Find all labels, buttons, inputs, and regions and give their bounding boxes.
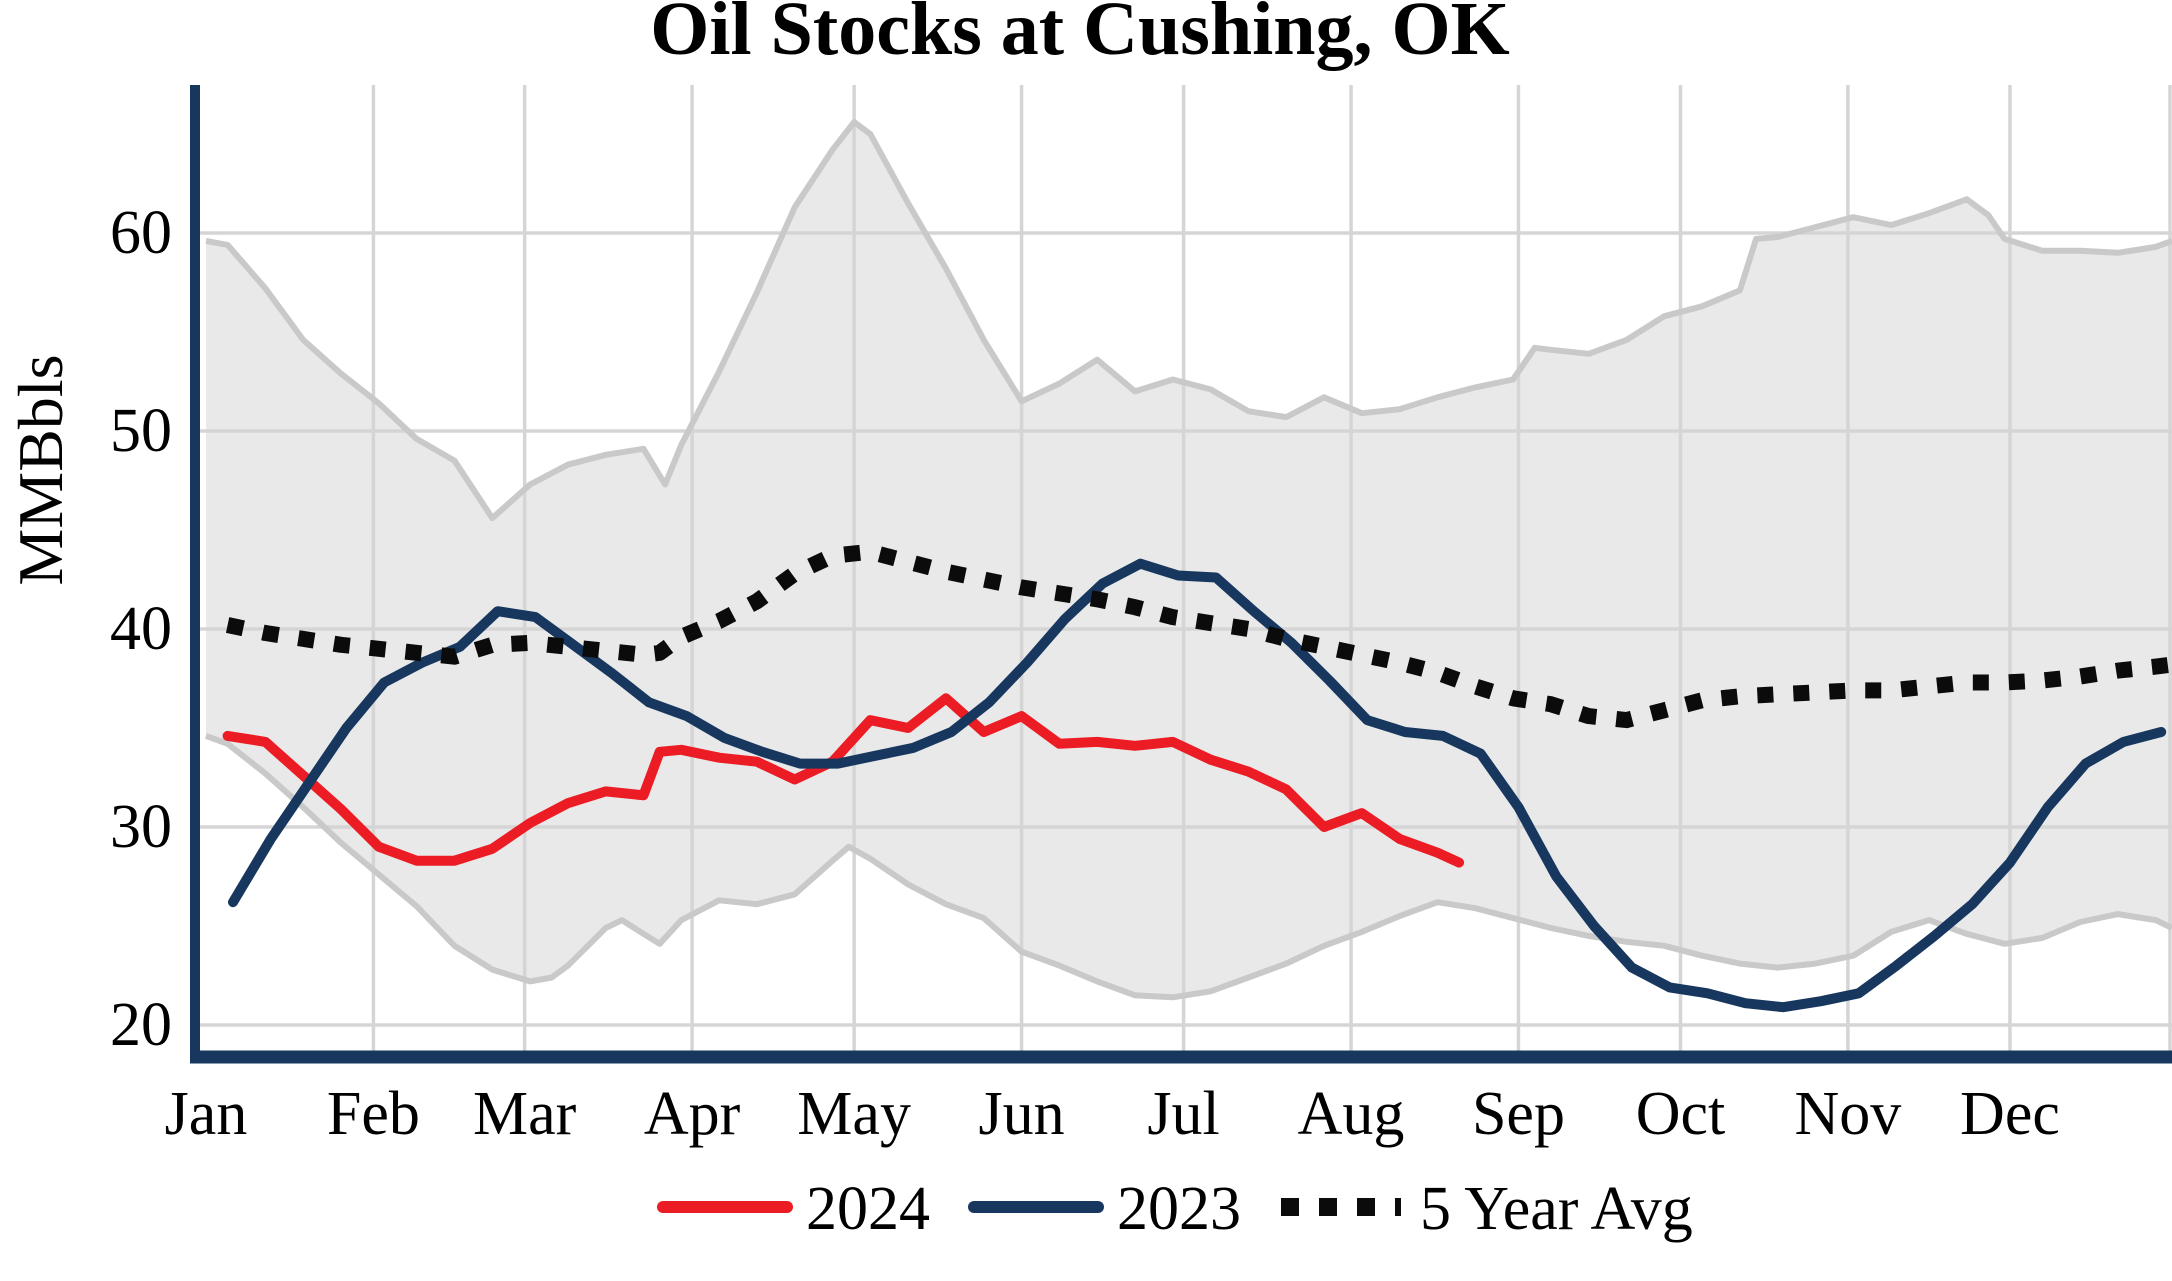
- y-tick-label-20: 20: [110, 991, 172, 1059]
- five-year-range-band: [206, 122, 2172, 998]
- x-tick-label-Feb: Feb: [327, 1080, 420, 1148]
- legend-label-2023: 2023: [1117, 1175, 1241, 1243]
- five-year-range-bottom-edge: [204, 733, 2172, 1001]
- series-line-2023: [228, 558, 2167, 1013]
- legend-label-2024: 2024: [806, 1175, 930, 1243]
- series-line-5-year-avg: [225, 543, 2172, 729]
- y-tick-label-50: 50: [110, 397, 172, 465]
- y-axis-label: MMBbls: [5, 354, 76, 585]
- y-tick-label-30: 30: [110, 793, 172, 861]
- chart-title: Oil Stocks at Cushing, OK: [650, 0, 1509, 71]
- x-tick-label-May: May: [797, 1080, 911, 1148]
- legend: 2024 2023 5 Year Avg: [657, 1175, 1693, 1243]
- x-tick-label-Jul: Jul: [1147, 1080, 1219, 1148]
- five-year-range-band-edges: [204, 119, 2172, 1001]
- y-tick-label-60: 60: [110, 199, 172, 267]
- x-tick-label-Jun: Jun: [978, 1080, 1064, 1148]
- legend-label-5-year-avg: 5 Year Avg: [1420, 1175, 1693, 1243]
- gridlines: [195, 85, 2172, 1057]
- x-tick-label-Aug: Aug: [1298, 1080, 1405, 1148]
- five-year-range-fill: [206, 122, 2172, 998]
- x-tick-label-Oct: Oct: [1636, 1080, 1726, 1148]
- data-series: [222, 543, 2172, 1013]
- y-tick-label-40: 40: [110, 595, 172, 663]
- five-year-range-top-edge: [205, 119, 2172, 522]
- x-axis-month-labels: Jan Feb Mar Apr May Jun Jul Aug Sep Oct Nov Dec: [165, 1080, 2060, 1148]
- axes: [190, 85, 2172, 1064]
- x-tick-label-Apr: Apr: [644, 1080, 741, 1148]
- x-tick-label-Sep: Sep: [1472, 1080, 1565, 1148]
- x-tick-label-Jan: Jan: [165, 1080, 248, 1148]
- x-tick-label-Mar: Mar: [473, 1080, 577, 1148]
- x-tick-label-Dec: Dec: [1960, 1080, 2060, 1148]
- y-axis-tick-labels: 20 30 40 50 60: [110, 199, 172, 1059]
- x-tick-label-Nov: Nov: [1795, 1080, 1902, 1148]
